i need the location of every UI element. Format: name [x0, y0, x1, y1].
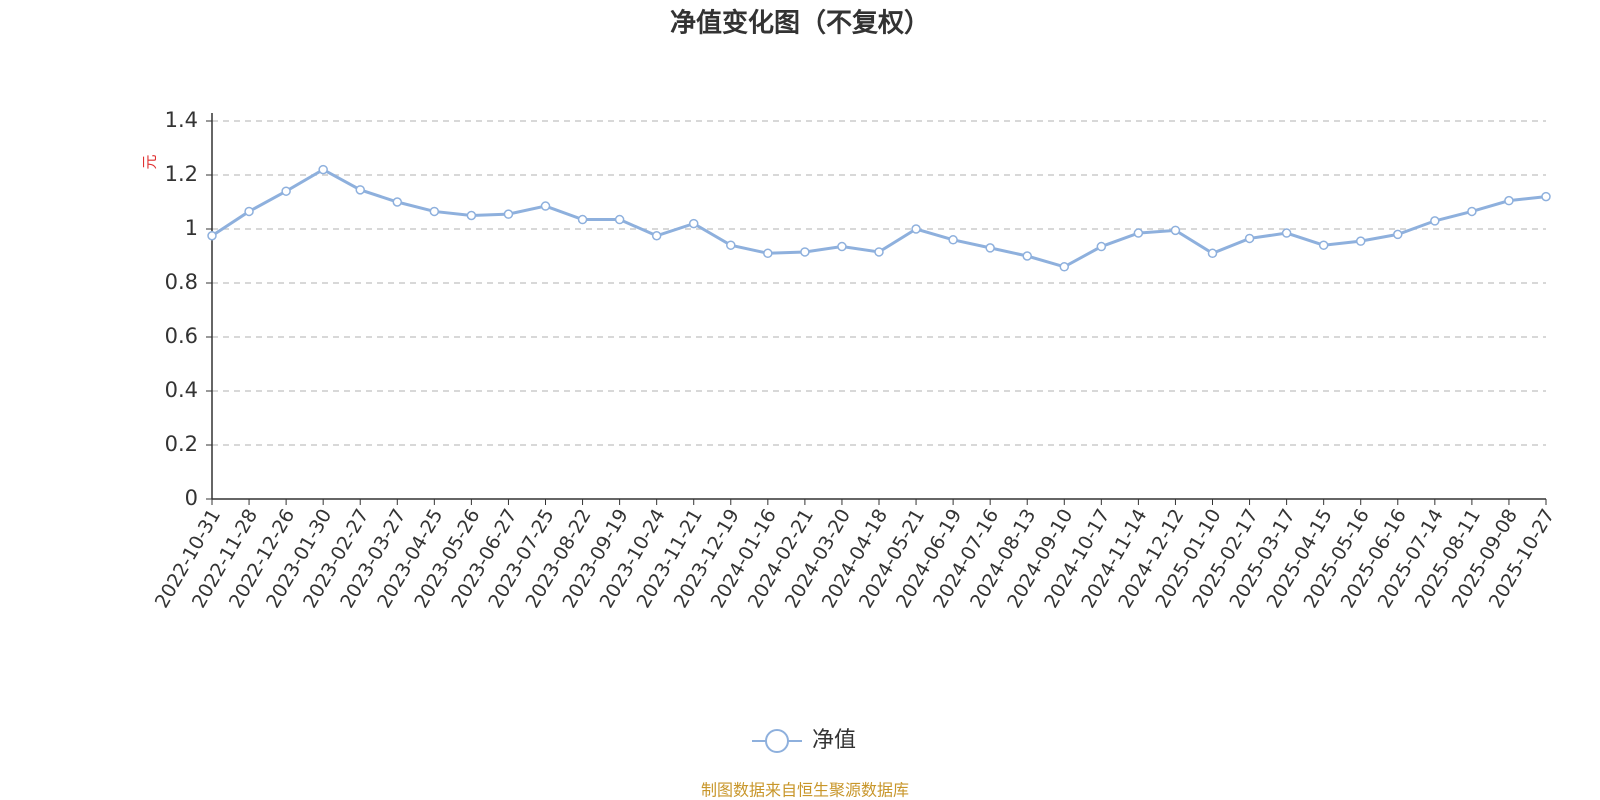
data-point: [207, 231, 217, 241]
data-point: [1430, 216, 1440, 226]
data-point: [763, 248, 773, 259]
data-point: [1207, 248, 1218, 259]
data-point: [1541, 191, 1551, 202]
y-tick-label: 0.8: [165, 270, 198, 294]
data-point: [1133, 228, 1144, 238]
legend-marker: [765, 729, 789, 753]
data-point: [948, 235, 958, 245]
y-tick-label: 1.2: [165, 162, 198, 186]
y-tick-label: 1.4: [165, 108, 198, 132]
source-note: 制图数据来自恒生聚源数据库: [701, 781, 909, 800]
data-point: [614, 214, 625, 225]
data-point: [1281, 228, 1292, 238]
data-point: [800, 247, 810, 257]
data-point: [503, 209, 514, 219]
legend-label: 净值: [812, 728, 856, 753]
y-axis-unit: 元: [141, 154, 159, 169]
data-point: [1318, 240, 1329, 250]
data-point: [1244, 233, 1255, 244]
y-tick-label: 0.2: [165, 432, 198, 456]
data-point: [318, 164, 328, 175]
y-tick-label: 0: [185, 486, 198, 510]
data-point: [1096, 241, 1107, 252]
data-point: [651, 231, 662, 241]
data-point: [355, 185, 365, 195]
data-point: [726, 240, 736, 250]
y-tick-label: 0.6: [165, 324, 198, 348]
y-tick-label: 0.4: [165, 378, 198, 402]
data-point: [688, 218, 699, 229]
data-point: [911, 224, 921, 234]
data-point: [1504, 195, 1514, 206]
data-point: [1170, 225, 1181, 236]
data-point: [540, 201, 551, 211]
data-point: [837, 241, 847, 252]
data-point: [466, 210, 477, 221]
y-tick-label: 1: [185, 216, 198, 240]
data-point: [577, 214, 588, 225]
data-point: [1393, 229, 1403, 240]
data-point: [1467, 206, 1477, 217]
data-point: [874, 247, 884, 257]
data-point: [1355, 236, 1366, 246]
chart-title: 净值变化图（不复权）: [670, 8, 930, 39]
data-point: [985, 243, 995, 253]
data-point: [281, 186, 291, 196]
data-point: [429, 206, 440, 217]
data-point: [244, 206, 254, 217]
data-point: [1022, 251, 1032, 261]
data-point: [392, 197, 403, 207]
data-point: [1059, 262, 1070, 272]
